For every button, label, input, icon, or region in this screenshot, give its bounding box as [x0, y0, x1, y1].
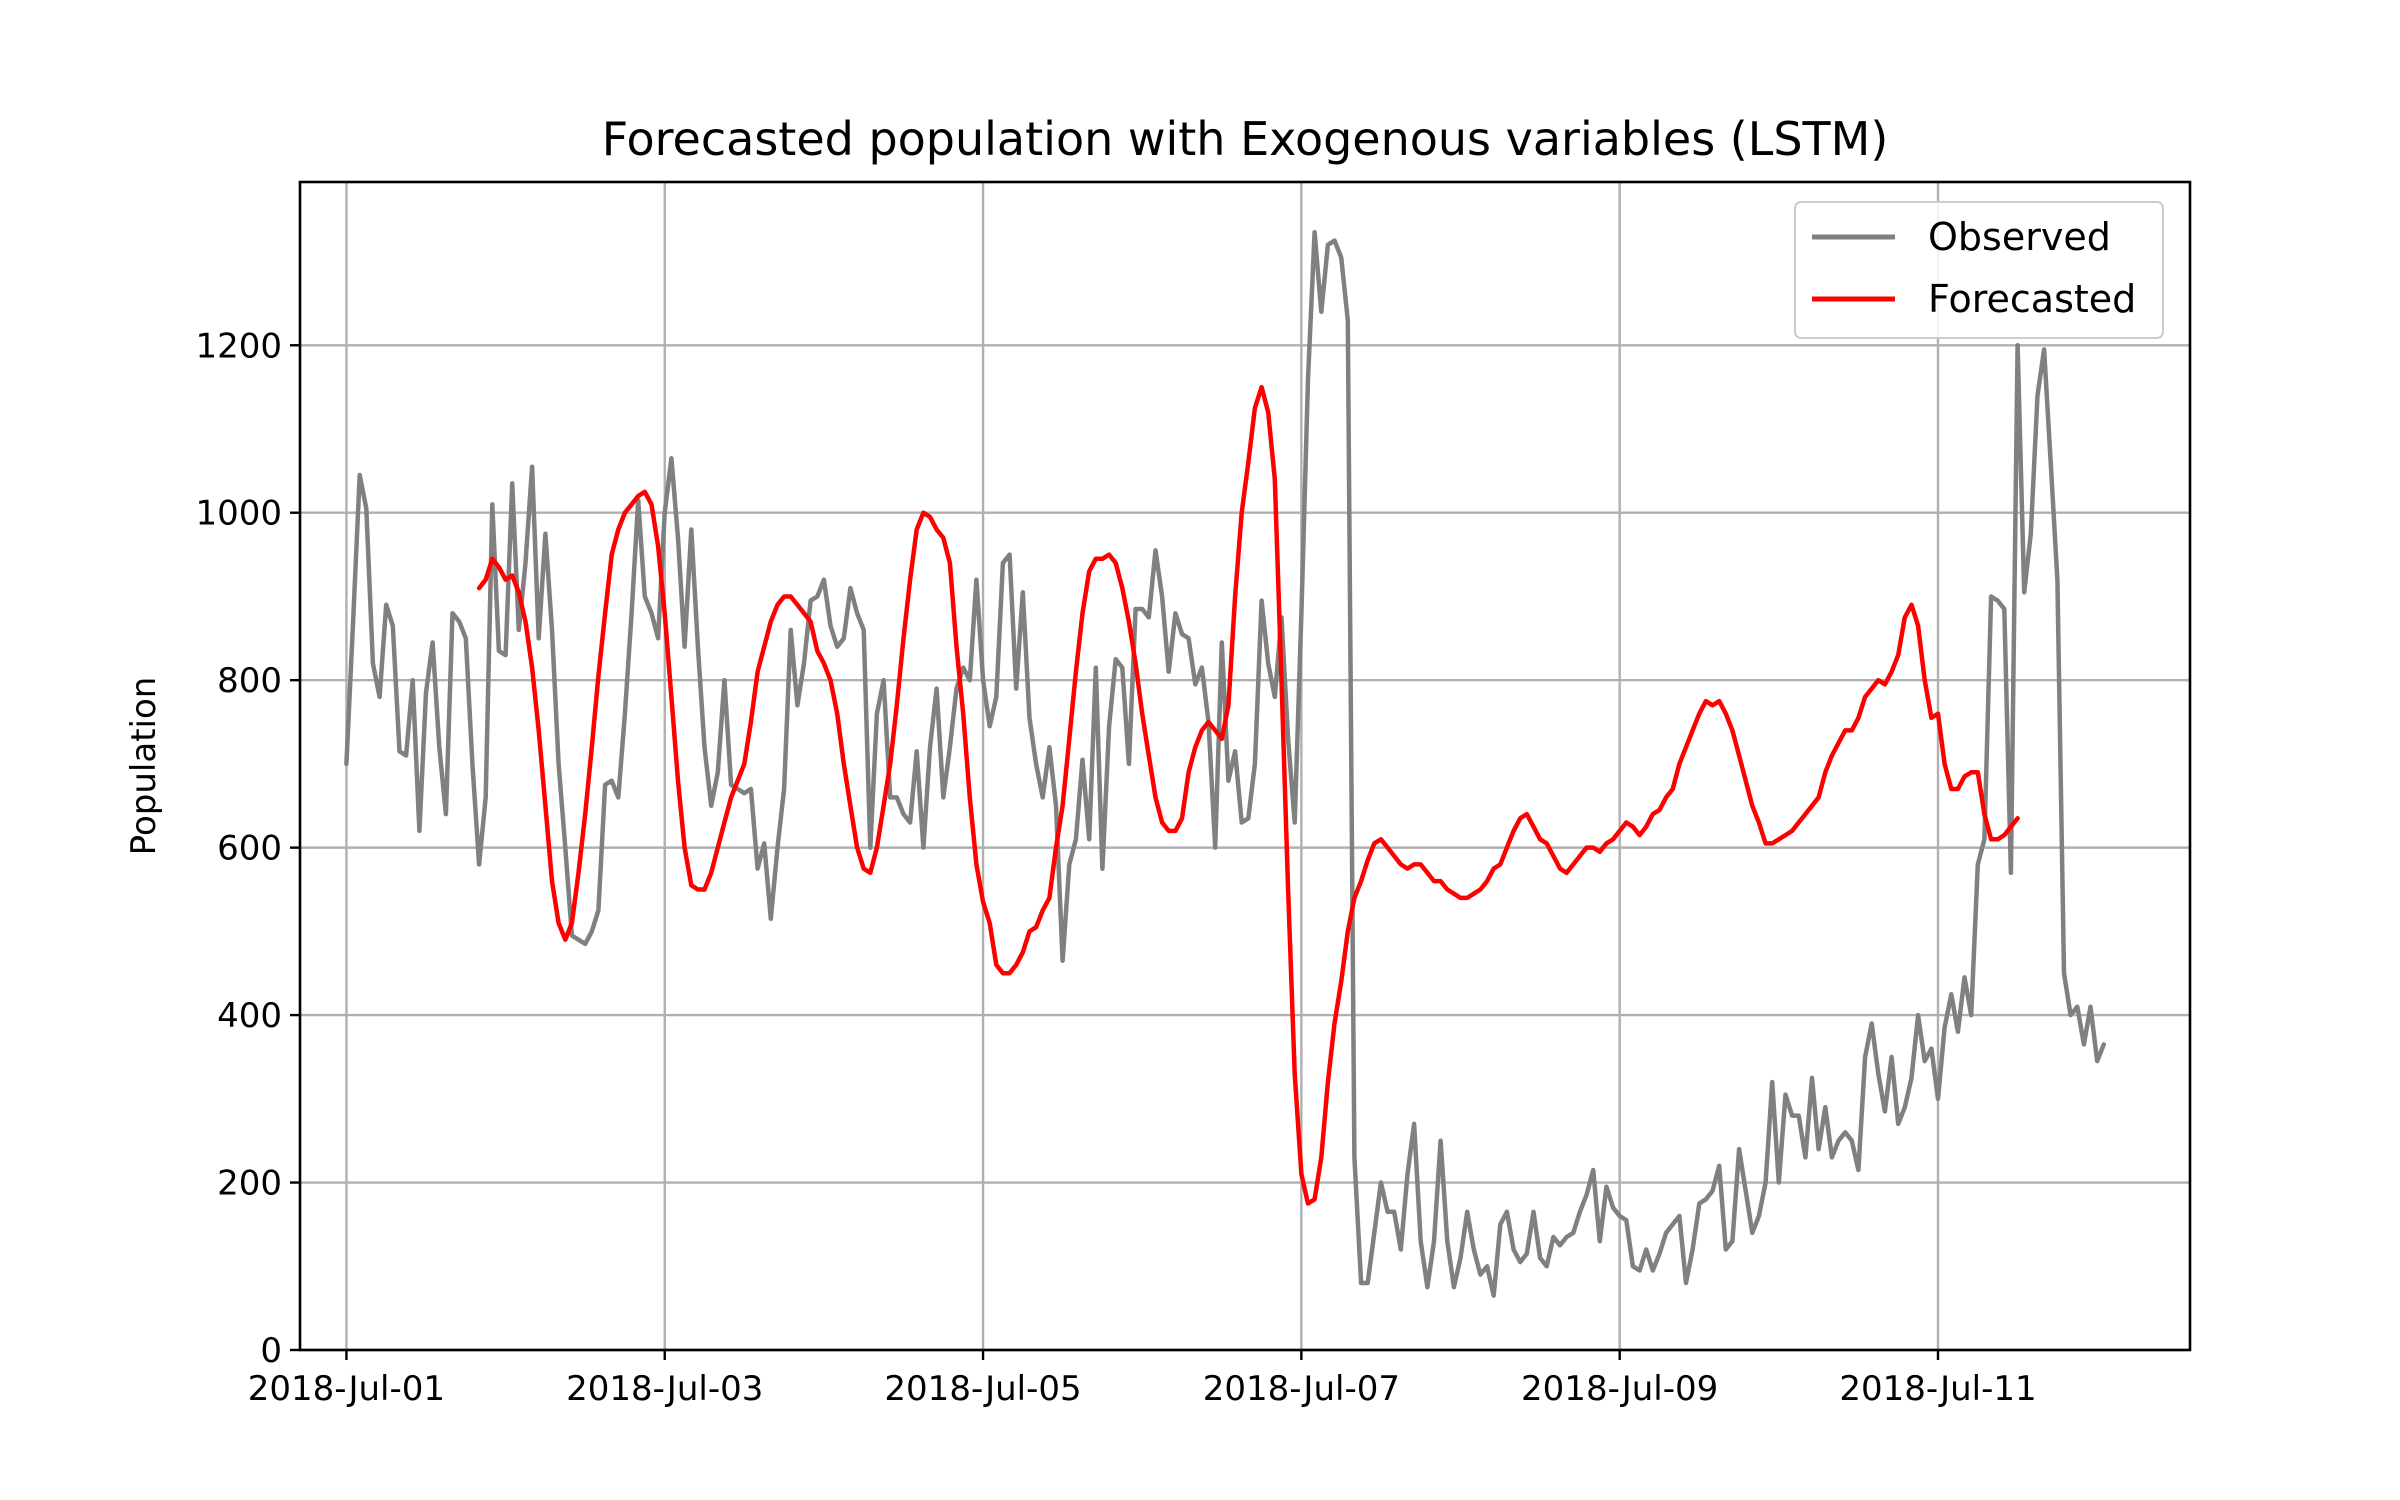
series-group	[344, 229, 2107, 1298]
y-tick-label: 600	[217, 829, 282, 869]
ticks: 2018-Jul-01 2018-Jul-03 2018-Jul-05 2018-Ju…	[195, 326, 2036, 1409]
y-tick-label: 200	[217, 1164, 282, 1204]
series-line-forecasted	[476, 384, 2020, 1206]
x-tick-label: 2018-Jul-11	[1839, 1369, 2036, 1409]
x-tick-label: 2018-Jul-09	[1521, 1369, 1718, 1409]
y-tick-label: 1200	[195, 326, 282, 366]
x-tick-label: 2018-Jul-07	[1203, 1369, 1400, 1409]
y-tick-label: 800	[217, 661, 282, 701]
y-axis-label: Population	[124, 677, 164, 856]
x-tick-label: 2018-Jul-01	[248, 1369, 445, 1409]
y-tick-label: 1000	[195, 494, 282, 534]
y-tick-label: 0	[260, 1331, 282, 1371]
axes-frame	[298, 180, 2192, 1352]
chart-title: Forecasted population with Exogenous var…	[602, 112, 1889, 166]
x-tick-label: 2018-Jul-03	[566, 1369, 763, 1409]
legend-label-forecasted: Forecasted	[1928, 277, 2136, 321]
y-tick-label: 400	[217, 996, 282, 1036]
legend: Observed Forecasted	[1794, 201, 2164, 339]
x-tick-label: 2018-Jul-05	[884, 1369, 1081, 1409]
legend-label-observed: Observed	[1928, 215, 2111, 259]
